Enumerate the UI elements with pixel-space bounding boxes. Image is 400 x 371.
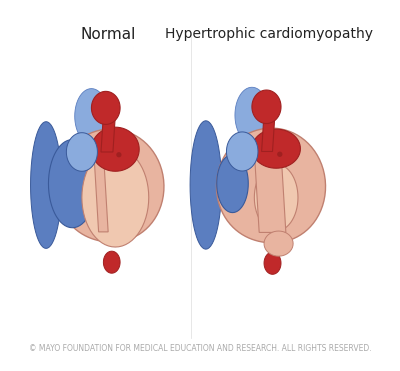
Polygon shape [94,152,108,232]
Polygon shape [75,89,108,144]
Polygon shape [92,127,139,171]
Polygon shape [56,129,164,242]
Circle shape [277,152,282,157]
Polygon shape [252,129,300,168]
Polygon shape [82,148,149,247]
Polygon shape [30,122,62,249]
Text: Normal: Normal [80,27,136,42]
Polygon shape [216,128,326,243]
Polygon shape [217,155,248,213]
Polygon shape [92,91,120,124]
Polygon shape [190,121,222,249]
Text: Hypertrophic cardiomyopathy: Hypertrophic cardiomyopathy [165,27,373,41]
Polygon shape [262,114,275,151]
Polygon shape [66,133,98,171]
Polygon shape [101,115,115,152]
Polygon shape [252,90,281,124]
Circle shape [116,152,122,157]
Polygon shape [48,139,96,228]
Text: © MAYO FOUNDATION FOR MEDICAL EDUCATION AND RESEARCH. ALL RIGHTS RESERVED.: © MAYO FOUNDATION FOR MEDICAL EDUCATION … [29,344,371,353]
Polygon shape [264,231,293,256]
Polygon shape [264,252,281,274]
Polygon shape [254,151,286,233]
Polygon shape [103,251,120,273]
Polygon shape [235,87,269,143]
Polygon shape [226,132,258,171]
Polygon shape [254,164,298,231]
